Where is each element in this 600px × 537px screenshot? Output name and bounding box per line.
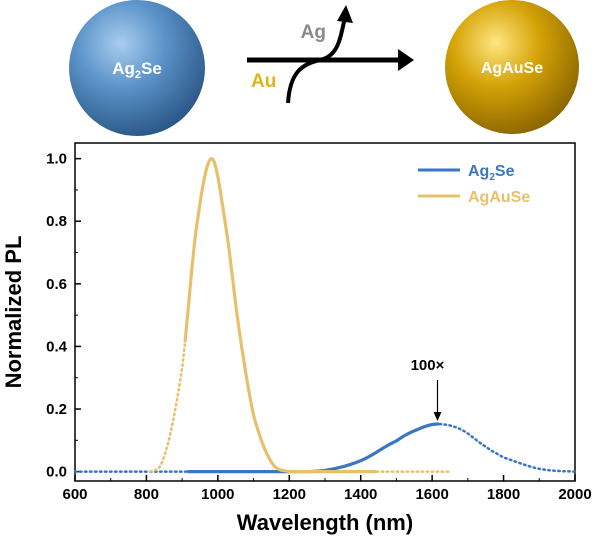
agause-sphere-label: AgAuSe <box>481 60 543 77</box>
x-tick-label: 1000 <box>201 486 234 503</box>
y-tick-label: 0.4 <box>46 338 68 355</box>
series-ag2se-dotted <box>73 422 577 473</box>
y-tick-label: 0.8 <box>46 213 67 230</box>
legend-label-agause: AgAuSe <box>468 189 530 206</box>
exchange-curve <box>286 16 347 104</box>
agause-sphere <box>445 0 579 134</box>
series-agause-dotted <box>148 157 452 473</box>
scheme: Ag2Se Ag Au AgAuSe <box>69 0 579 136</box>
pl-chart: 600 800 1000 1200 1400 1600 1800 2000 0.0 0.2 0.4 0… <box>1 142 592 535</box>
ag2se-sphere <box>69 0 205 136</box>
annotation-arrow-head <box>433 412 442 422</box>
y-tick-label: 0.2 <box>46 401 67 418</box>
x-tick-label: 800 <box>134 486 159 503</box>
series-ag2se-line <box>186 422 440 474</box>
legend-label-ag2se: Ag2Se <box>468 163 515 183</box>
x-axis-label: Wavelength (nm) <box>237 510 413 535</box>
x-tick-label: 1600 <box>415 486 448 503</box>
pl-curves <box>73 157 577 474</box>
ag-out-label: Ag <box>301 22 326 43</box>
series-agause-line <box>183 157 378 474</box>
annotation-text: 100× <box>411 357 445 374</box>
x-tick-label: 1800 <box>487 486 520 503</box>
y-tick-label: 0.6 <box>46 276 67 293</box>
x-tick-label: 1400 <box>344 486 377 503</box>
legend: Ag2Se AgAuSe <box>418 163 530 206</box>
x-tick-label: 600 <box>62 486 87 503</box>
y-tick-label: 1.0 <box>46 151 67 168</box>
axis-ticks: 600 800 1000 1200 1400 1600 1800 2000 0.0 0.2 0.4 0… <box>46 151 592 503</box>
au-in-label: Au <box>251 71 276 92</box>
y-axis-label: Normalized PL <box>1 236 26 389</box>
ag2se-sphere-label: Ag2Se <box>112 59 162 81</box>
x-tick-label: 2000 <box>558 486 591 503</box>
y-tick-label: 0.0 <box>46 464 67 481</box>
reaction-arrow-head <box>398 49 414 71</box>
exchange-arrow-head <box>337 5 353 23</box>
x-tick-label: 1200 <box>273 486 306 503</box>
scale-annotation: 100× <box>411 357 445 422</box>
